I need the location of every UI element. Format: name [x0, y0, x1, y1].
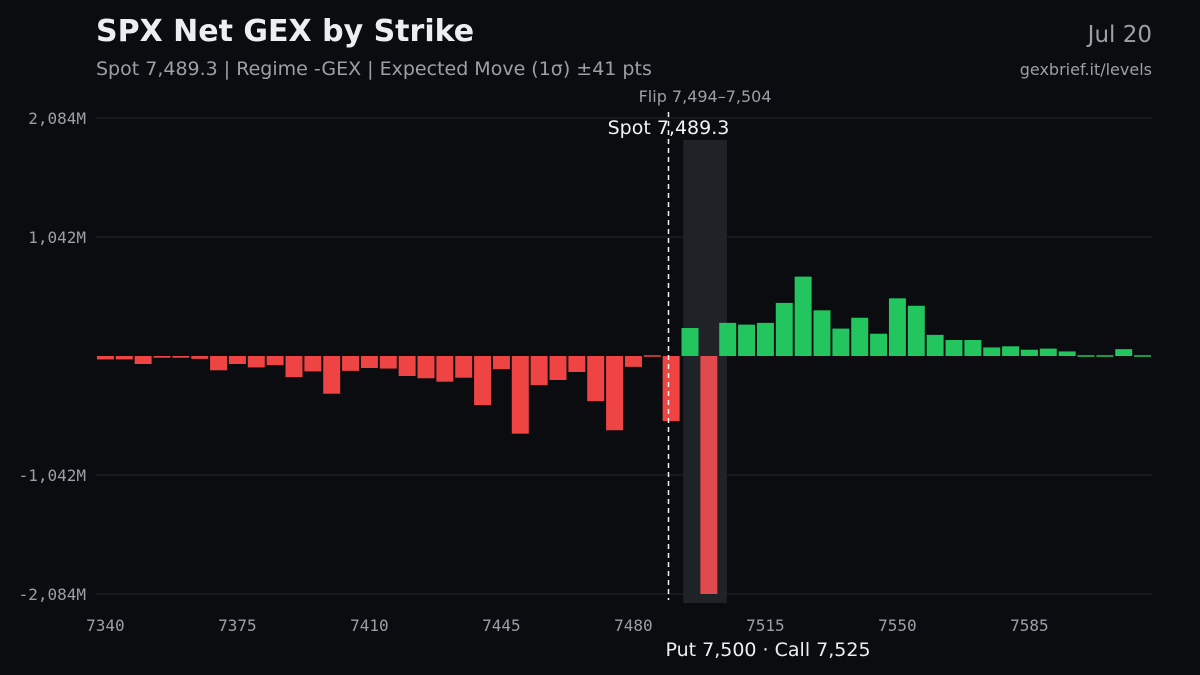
bar-strike-7600 — [1077, 355, 1095, 357]
bars-group — [96, 276, 1152, 594]
bar-strike-7400 — [323, 356, 341, 394]
bar-strike-7590 — [1039, 348, 1057, 356]
y-tick-label: -1,042M — [19, 466, 86, 485]
bar-strike-7520 — [775, 302, 793, 356]
bar-strike-7495 — [681, 328, 699, 356]
grid-lines — [96, 117, 1152, 595]
x-tick-label: 7480 — [614, 616, 653, 635]
bar-strike-7430 — [436, 356, 454, 382]
bar-strike-7515 — [756, 322, 774, 356]
bar-strike-7450 — [511, 356, 529, 434]
bar-strike-7490 — [662, 356, 680, 422]
bar-strike-7410 — [360, 356, 378, 368]
bar-strike-7460 — [549, 356, 567, 380]
source-link[interactable]: gexbrief.it/levels — [1019, 60, 1152, 79]
x-tick-label: 7445 — [482, 616, 521, 635]
bar-strike-7510 — [738, 324, 756, 356]
bar-strike-7370 — [210, 356, 228, 371]
bar-strike-7415 — [379, 356, 397, 369]
x-tick-label: 7585 — [1010, 616, 1049, 635]
chart-title: SPX Net GEX by Strike — [96, 14, 475, 49]
bar-strike-7350 — [134, 356, 152, 364]
bar-strike-7380 — [247, 356, 265, 368]
bar-strike-7485 — [643, 355, 661, 357]
bar-strike-7435 — [455, 356, 473, 378]
bar-strike-7535 — [832, 328, 850, 356]
bar-strike-7550 — [888, 298, 906, 356]
bar-strike-7555 — [907, 305, 925, 356]
bar-strike-7525 — [794, 276, 812, 356]
bar-strike-7480 — [624, 356, 642, 367]
bar-strike-7465 — [568, 356, 586, 372]
bar-strike-7530 — [813, 310, 831, 356]
spot-line-group: Spot 7,489.3 — [608, 112, 730, 600]
bar-strike-7580 — [1002, 346, 1020, 356]
bar-strike-7500 — [700, 356, 718, 594]
y-tick-label: 2,084M — [28, 109, 86, 128]
date-label: Jul 20 — [1087, 22, 1152, 48]
bar-strike-7545 — [870, 333, 888, 356]
bar-strike-7420 — [398, 356, 416, 376]
bar-strike-7365 — [191, 356, 209, 359]
bar-strike-7470 — [587, 356, 605, 402]
bar-strike-7475 — [606, 356, 624, 431]
bar-strike-7440 — [474, 356, 492, 406]
bar-strike-7570 — [964, 340, 982, 356]
bar-strike-7340 — [96, 356, 114, 360]
y-tick-label: 1,042M — [28, 228, 86, 247]
bar-strike-7565 — [945, 340, 963, 356]
x-tick-label: 7375 — [218, 616, 257, 635]
y-axis-ticks: 2,084M 1,042M -1,042M -2,084M — [19, 109, 86, 604]
bar-strike-7345 — [115, 356, 133, 360]
x-tick-label: 7340 — [86, 616, 125, 635]
bar-strike-7560 — [926, 334, 944, 356]
spot-label: Spot 7,489.3 — [608, 117, 730, 139]
bar-strike-7375 — [228, 356, 246, 364]
bar-strike-7455 — [530, 356, 548, 386]
y-tick-label: -2,084M — [19, 585, 86, 604]
bar-strike-7445 — [492, 356, 510, 370]
bar-strike-7385 — [266, 356, 284, 366]
bar-strike-7360 — [172, 356, 190, 358]
bar-strike-7505 — [719, 322, 737, 356]
flip-zone-label: Flip 7,494–7,504 — [639, 87, 772, 106]
bar-strike-7615 — [1134, 355, 1152, 357]
x-tick-label: 7515 — [746, 616, 785, 635]
bar-strike-7585 — [1020, 349, 1038, 356]
bar-strike-7605 — [1096, 355, 1114, 357]
bar-strike-7355 — [153, 356, 171, 358]
bar-strike-7595 — [1058, 351, 1076, 356]
x-axis-ticks: 7340 7375 7410 7445 7480 7515 7550 7585 — [86, 616, 1049, 635]
x-tick-label: 7410 — [350, 616, 389, 635]
bar-strike-7390 — [285, 356, 303, 378]
bar-strike-7610 — [1115, 349, 1133, 356]
bar-strike-7405 — [342, 356, 360, 371]
chart-subtitle: Spot 7,489.3 | Regime -GEX | Expected Mo… — [96, 58, 652, 80]
x-tick-label: 7550 — [878, 616, 917, 635]
bar-strike-7425 — [417, 356, 435, 379]
bar-strike-7395 — [304, 356, 322, 372]
bar-strike-7540 — [851, 317, 869, 356]
put-call-levels: Put 7,500 · Call 7,525 — [665, 639, 871, 661]
bar-strike-7575 — [983, 347, 1001, 356]
